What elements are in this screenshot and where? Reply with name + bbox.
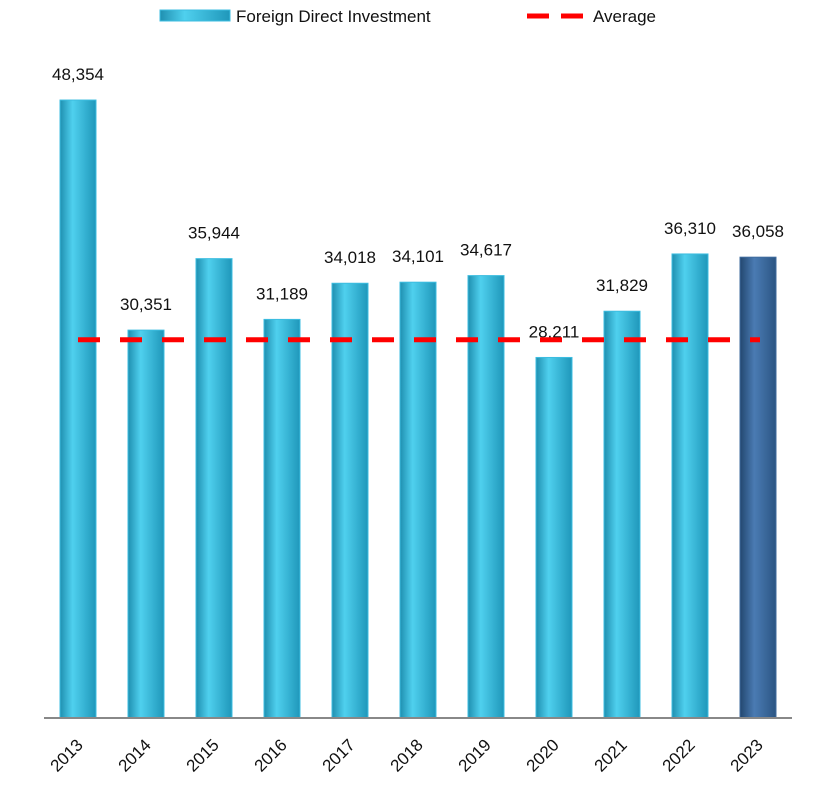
x-tick-label: 2013 [47, 735, 87, 775]
bar [603, 310, 641, 719]
bar [399, 281, 437, 719]
bar [671, 253, 709, 719]
bar [127, 329, 165, 719]
x-tick-label: 2021 [591, 735, 631, 775]
x-tick-label: 2020 [523, 735, 563, 775]
bar [467, 275, 505, 719]
data-label: 36,058 [732, 222, 784, 241]
data-label: 34,617 [460, 241, 512, 260]
x-tick-label: 2016 [251, 735, 291, 775]
bar [195, 258, 233, 719]
bar [331, 282, 369, 719]
data-label: 28,211 [529, 322, 580, 341]
data-label: 35,944 [188, 224, 240, 243]
bar [535, 356, 573, 719]
x-tick-label: 2014 [115, 735, 155, 775]
data-label: 34,101 [392, 247, 444, 266]
data-label: 31,829 [596, 276, 648, 295]
x-tick-label: 2022 [659, 735, 699, 775]
legend-swatch [159, 9, 231, 22]
bar [739, 256, 777, 719]
x-tick-label: 2019 [455, 735, 495, 775]
data-label: 30,351 [120, 295, 172, 314]
x-tick-label: 2023 [727, 735, 767, 775]
legend-label: Average [593, 7, 656, 26]
data-label: 48,354 [52, 65, 104, 84]
data-label: 34,018 [324, 248, 376, 267]
bar [263, 318, 301, 719]
data-label: 31,189 [256, 284, 308, 303]
x-tick-label: 2018 [387, 735, 427, 775]
data-label: 36,310 [664, 219, 716, 238]
legend-label: Foreign Direct Investment [236, 7, 431, 26]
bar [59, 99, 97, 719]
x-tick-label: 2015 [183, 735, 223, 775]
x-tick-label: 2017 [319, 735, 359, 775]
